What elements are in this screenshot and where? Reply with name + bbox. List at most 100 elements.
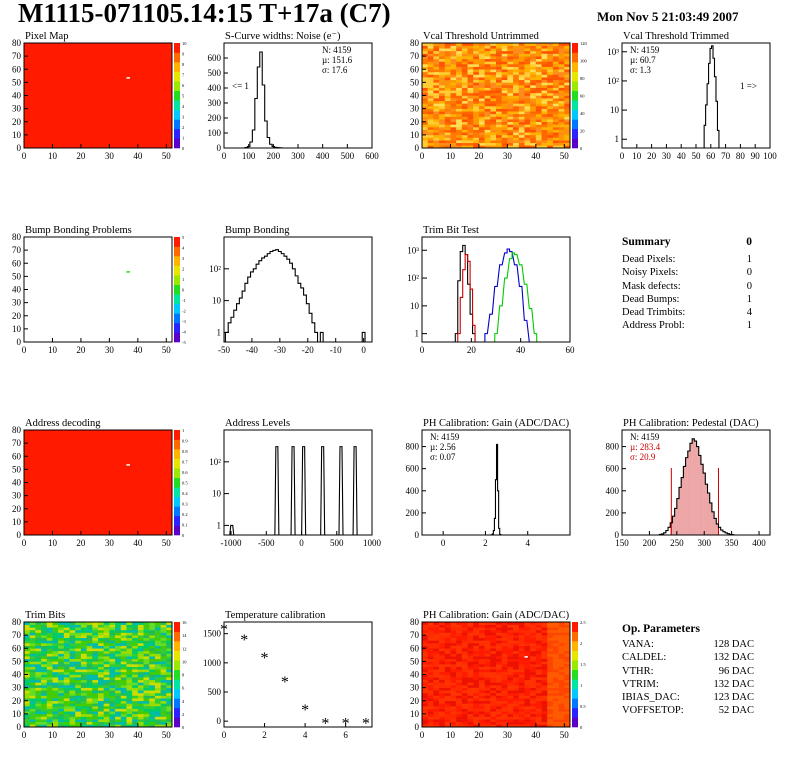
heatmap-cell (444, 627, 451, 631)
heatmap-cell (478, 677, 485, 681)
heatmap-cell (427, 627, 434, 631)
heatmap-cell (433, 127, 440, 130)
heatmap-cell (149, 687, 156, 691)
heatmap-cell (558, 124, 565, 128)
heatmap-cell (24, 669, 30, 673)
heatmap-cell (126, 685, 133, 688)
y-tick-label: 60 (410, 64, 420, 74)
heatmap-cell (541, 98, 548, 102)
heatmap-cell (46, 682, 53, 686)
color-scale-label: 6 (182, 686, 185, 691)
heatmap-cell (137, 645, 144, 649)
heatmap-cell (461, 664, 468, 667)
heatmap-cell (422, 48, 428, 52)
x-tick-label: 30 (105, 345, 115, 355)
heatmap-cell (524, 664, 531, 667)
y-tick-label: 400 (208, 83, 222, 93)
heatmap-cell (46, 622, 53, 625)
heatmap-cell (92, 671, 99, 675)
heatmap-cell (501, 134, 508, 138)
heatmap-cell (513, 648, 520, 652)
heatmap-cell (547, 48, 554, 52)
heatmap-cell (439, 622, 446, 625)
heatmap-cell (439, 121, 446, 125)
heatmap-cell (490, 658, 497, 662)
timestamp: Mon Nov 5 21:03:49 2007 (597, 9, 739, 24)
heatmap-cell (427, 721, 434, 725)
heatmap-cell (86, 711, 93, 715)
heatmap-cell (535, 692, 542, 696)
heatmap-cell (530, 100, 537, 104)
heatmap-cell (433, 66, 440, 70)
heatmap-cell (524, 677, 531, 681)
heatmap-cell (75, 658, 82, 662)
heatmap-cell (467, 124, 474, 128)
heatmap-cell (450, 87, 457, 91)
heatmap-cell (92, 637, 99, 641)
heatmap-cell (535, 74, 542, 78)
heatmap-cell (535, 622, 542, 625)
heatmap-cell (160, 719, 167, 723)
heatmap-cell (478, 669, 485, 673)
heatmap-cell (507, 713, 514, 717)
heatmap-cell (484, 140, 491, 144)
heatmap-cell (137, 671, 144, 675)
heatmap-cell (439, 700, 446, 704)
heatmap-cell (530, 103, 537, 107)
heatmap-cell (513, 100, 520, 104)
heatmap-cell (467, 711, 474, 715)
heatmap-cell (58, 692, 65, 696)
heatmap-cell (69, 637, 76, 641)
heatmap-cell (478, 708, 485, 712)
heatmap-cell (467, 111, 474, 115)
heatmap-cell (41, 708, 48, 712)
heatmap-cell (132, 664, 139, 667)
heatmap-cell (461, 121, 468, 125)
heatmap-cell (530, 695, 537, 699)
heatmap-cell (422, 82, 428, 86)
heatmap-cell (513, 61, 520, 65)
heatmap-cell (547, 692, 554, 696)
heatmap-cell (501, 64, 508, 67)
heatmap-cell (433, 98, 440, 102)
heatmap-cell (484, 698, 491, 702)
heatmap-cell (484, 671, 491, 675)
heatmap-cell (524, 687, 531, 691)
plot-frame (23, 236, 173, 343)
heatmap-cell (558, 724, 565, 728)
x-tick-label: 30 (503, 151, 513, 161)
heatmap-cell (137, 627, 144, 631)
heatmap-cell (467, 121, 474, 125)
heatmap-cell (541, 100, 548, 104)
heatmap-cell (439, 132, 446, 136)
y-tick-label: 40 (12, 478, 22, 488)
heatmap-cell (535, 690, 542, 694)
heatmap-cell (461, 629, 468, 633)
heatmap-cell (461, 100, 468, 104)
heatmap-cell (524, 645, 531, 649)
heatmap-cell (80, 685, 87, 688)
color-scale-segment (174, 525, 180, 536)
heatmap-cell (143, 685, 150, 688)
x-tick-label: 40 (133, 538, 143, 548)
heatmap-cell (433, 48, 440, 52)
heatmap-cell (541, 56, 548, 60)
chart-title: PH Calibration: Pedestal (DAC) (623, 418, 759, 429)
heatmap-cell (149, 682, 156, 686)
heatmap-cell (427, 716, 434, 720)
heatmap-cell (547, 134, 554, 138)
x-tick-label: 10 (48, 538, 58, 548)
heatmap-cell (467, 69, 474, 73)
heatmap-cell (126, 695, 133, 699)
heatmap-cell (41, 635, 48, 639)
heatmap-cell (552, 627, 559, 631)
heatmap-cell (75, 664, 82, 667)
heatmap-cell (467, 650, 474, 654)
heatmap-cell (564, 719, 571, 723)
heatmap-cell (444, 671, 451, 675)
color-scale-label: 0 (580, 725, 583, 730)
heatmap-cell (558, 721, 565, 725)
op-parameter-label: VOFFSETOP: (622, 705, 684, 717)
heatmap-cell (86, 629, 93, 633)
heatmap-cell (484, 713, 491, 717)
